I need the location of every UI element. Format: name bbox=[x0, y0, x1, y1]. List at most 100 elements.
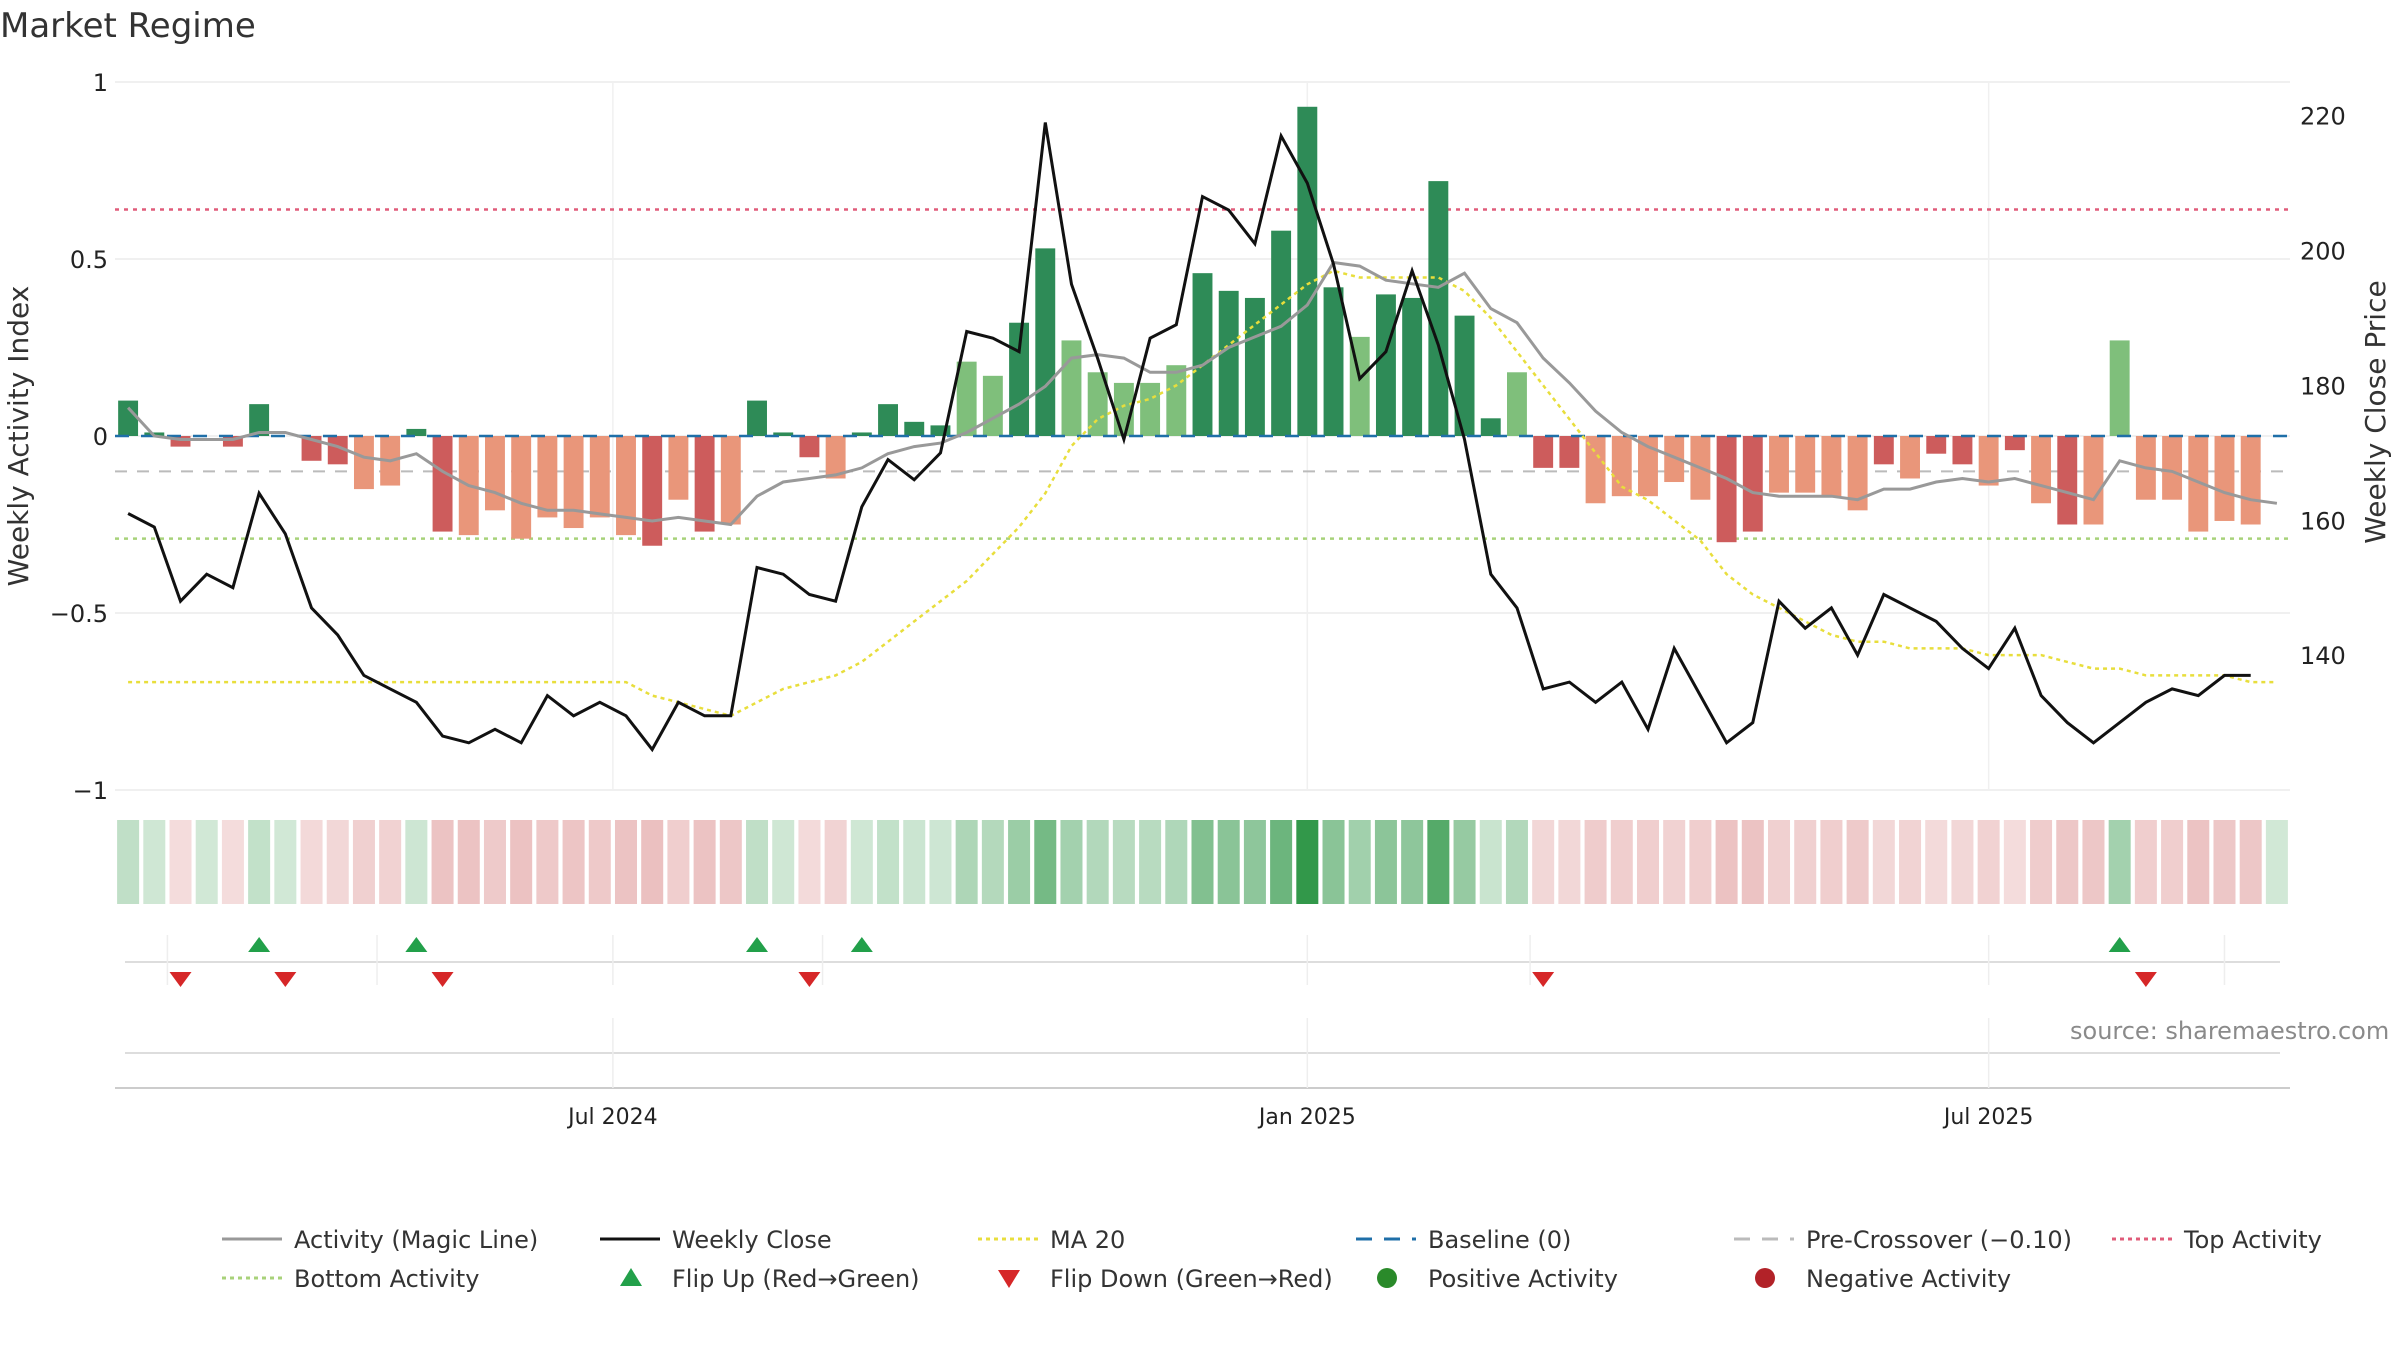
legend-item: Pre-Crossover (−0.10) bbox=[1734, 1226, 2072, 1254]
activity-bar bbox=[1795, 436, 1816, 493]
right-tick-label: 180 bbox=[2300, 372, 2346, 400]
heat-cell bbox=[1899, 820, 1922, 904]
legend-item: Flip Up (Red→Green) bbox=[620, 1265, 920, 1293]
flip-up-marker bbox=[850, 937, 873, 952]
x-tick-label: Jan 2025 bbox=[1257, 1105, 1356, 1130]
legend-label: Pre-Crossover (−0.10) bbox=[1806, 1226, 2072, 1254]
heat-cell bbox=[1427, 820, 1450, 904]
heat-cell bbox=[1348, 820, 1371, 904]
right-tick-label: 220 bbox=[2300, 103, 2346, 131]
heat-cell bbox=[850, 820, 873, 904]
activity-bar bbox=[1769, 436, 1789, 493]
heat-cell bbox=[2030, 820, 2053, 904]
heat-strip bbox=[117, 820, 2288, 904]
activity-bar bbox=[878, 404, 898, 436]
activity-bar bbox=[222, 436, 243, 447]
legend-swatch bbox=[998, 1270, 1020, 1288]
legend-swatch bbox=[1755, 1268, 1775, 1288]
legend-item: Activity (Magic Line) bbox=[222, 1226, 538, 1254]
activity-bars bbox=[118, 106, 2261, 546]
heat-cell bbox=[248, 820, 271, 904]
legend-label: Bottom Activity bbox=[294, 1265, 479, 1293]
flip-down-marker bbox=[1532, 972, 1555, 987]
heat-cell bbox=[1034, 820, 1057, 904]
heat-cell bbox=[1820, 820, 1843, 904]
heat-cell bbox=[1741, 820, 1764, 904]
heat-cell bbox=[1977, 820, 2000, 904]
heat-cell bbox=[1322, 820, 1345, 904]
activity-bar bbox=[1402, 297, 1423, 436]
activity-bar bbox=[1585, 436, 1606, 504]
legend-label: Top Activity bbox=[2183, 1226, 2322, 1254]
activity-bar bbox=[1664, 436, 1685, 483]
activity-bar bbox=[1428, 181, 1449, 436]
activity-bar bbox=[1035, 248, 1056, 436]
activity-bar bbox=[642, 436, 663, 546]
activity-bar bbox=[2188, 436, 2209, 532]
heat-cell bbox=[2213, 820, 2236, 904]
legend-label: Baseline (0) bbox=[1428, 1226, 1571, 1254]
activity-bar bbox=[1192, 273, 1213, 436]
activity-bar bbox=[353, 436, 374, 490]
activity-bar bbox=[668, 436, 689, 500]
activity-bar bbox=[2057, 436, 2078, 525]
activity-bar bbox=[799, 436, 820, 458]
heat-cell bbox=[2003, 820, 2026, 904]
activity-bar bbox=[2083, 436, 2104, 525]
legend-item: Baseline (0) bbox=[1356, 1226, 1571, 1254]
activity-bar bbox=[1873, 436, 1894, 465]
heat-cell bbox=[221, 820, 244, 904]
activity-bar bbox=[1087, 372, 1108, 436]
right-tick-label: 140 bbox=[2300, 642, 2346, 670]
activity-bar bbox=[2031, 436, 2052, 504]
heat-cell bbox=[614, 820, 637, 904]
activity-bar bbox=[406, 428, 427, 436]
heat-cell bbox=[195, 820, 218, 904]
heat-cell bbox=[719, 820, 742, 904]
axes: 1 0.5 0 −0.5 −1 220 200 180 160 140 Weekly Activit… bbox=[2, 69, 2392, 805]
activity-bar bbox=[2240, 436, 2261, 525]
magic-line bbox=[126, 260, 2278, 527]
activity-bar bbox=[1926, 436, 1947, 454]
heat-cell bbox=[1610, 820, 1633, 904]
legend-swatch bbox=[1377, 1268, 1397, 1288]
heat-cell bbox=[562, 820, 585, 904]
activity-bar bbox=[2109, 340, 2130, 436]
legend-label: Weekly Close bbox=[672, 1226, 832, 1254]
heat-cell bbox=[1925, 820, 1948, 904]
activity-bar bbox=[773, 432, 794, 436]
heat-cell bbox=[1794, 820, 1817, 904]
flip-markers bbox=[125, 935, 2280, 987]
flip-down-marker bbox=[274, 972, 297, 987]
activity-bar bbox=[1533, 436, 1554, 468]
heat-cell bbox=[169, 820, 192, 904]
legend-item: MA 20 bbox=[978, 1226, 1125, 1254]
legend-swatch bbox=[620, 1268, 642, 1286]
left-tick-label: 0.5 bbox=[70, 246, 108, 274]
activity-bar bbox=[2162, 436, 2183, 500]
chart-title: Market Regime bbox=[0, 6, 256, 46]
heat-cell bbox=[1217, 820, 1240, 904]
heat-cell bbox=[483, 820, 506, 904]
heat-cell bbox=[117, 820, 140, 904]
heat-cell bbox=[1636, 820, 1659, 904]
activity-bar bbox=[1559, 436, 1580, 468]
heat-cell bbox=[1951, 820, 1974, 904]
activity-bar bbox=[485, 436, 505, 511]
left-tick-label: −0.5 bbox=[50, 600, 108, 628]
flip-down-marker bbox=[431, 972, 454, 987]
legend-label: Positive Activity bbox=[1428, 1265, 1618, 1293]
activity-bar bbox=[1244, 297, 1265, 436]
heat-cell bbox=[300, 820, 323, 904]
heat-cell bbox=[1165, 820, 1188, 904]
activity-bar bbox=[1166, 365, 1187, 436]
left-tick-label: 1 bbox=[93, 69, 108, 97]
activity-bar bbox=[1742, 436, 1763, 532]
activity-bar bbox=[982, 375, 1003, 436]
flip-up-marker bbox=[405, 937, 428, 952]
heat-cell bbox=[1768, 820, 1791, 904]
heat-cell bbox=[1401, 820, 1424, 904]
activity-bar bbox=[563, 436, 584, 529]
activity-bar bbox=[1297, 106, 1318, 436]
heat-cell bbox=[877, 820, 900, 904]
